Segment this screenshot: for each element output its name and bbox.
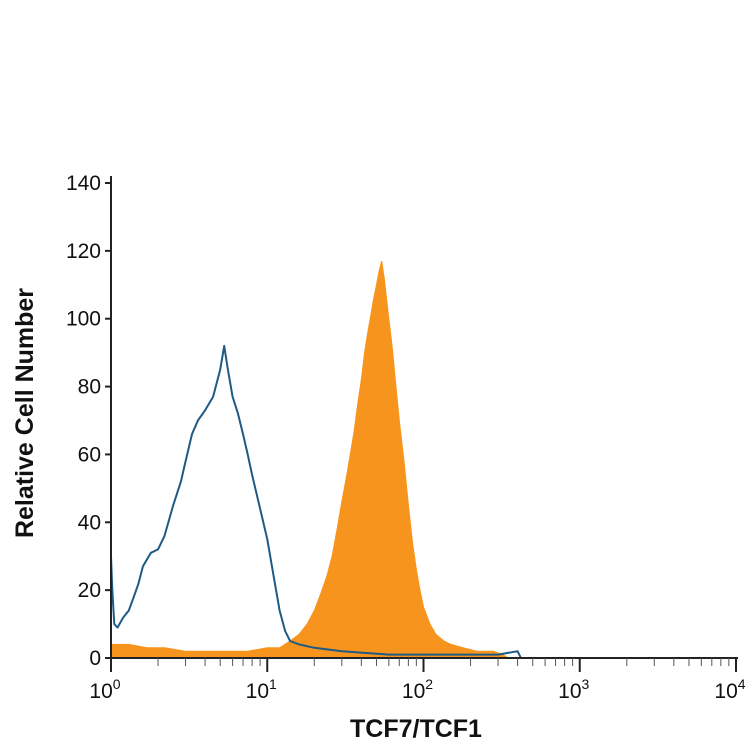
- series-layer: [110, 260, 736, 659]
- x-tick-label: 102: [402, 676, 433, 703]
- y-tick-label: 0: [89, 647, 101, 670]
- axes-layer: [110, 176, 738, 659]
- x-axis-title: TCF7/TCF1: [350, 715, 482, 743]
- y-ticks: 0 20 40 60 80 100 120 140: [66, 172, 111, 670]
- x-tick-label: 100: [89, 676, 120, 703]
- y-tick-label: 120: [66, 240, 101, 263]
- y-tick-label: 20: [78, 579, 101, 602]
- y-tick-label: 60: [78, 443, 101, 466]
- series-0-filled-histogram: [110, 260, 511, 659]
- y-tick-label: 140: [66, 172, 101, 195]
- x-ticks: 100 101 102 103 104: [89, 658, 746, 703]
- series-1-outline-histogram: [110, 344, 736, 659]
- y-axis-title: Relative Cell Number: [11, 288, 39, 538]
- x-tick-label: 101: [246, 676, 277, 703]
- x-tick-label: 104: [714, 676, 745, 703]
- y-tick-label: 40: [78, 511, 101, 534]
- x-tick-label: 103: [558, 676, 589, 703]
- y-tick-label: 80: [78, 376, 101, 399]
- y-tick-label: 100: [66, 308, 101, 331]
